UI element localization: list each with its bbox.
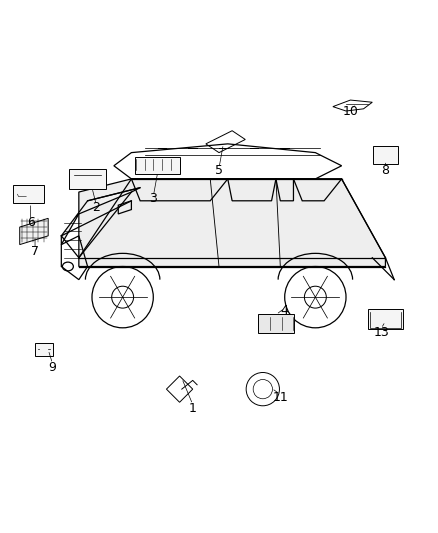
Polygon shape [61, 188, 140, 245]
Text: 3: 3 [149, 192, 157, 205]
Text: 10: 10 [343, 104, 358, 117]
FancyBboxPatch shape [13, 185, 44, 204]
Text: 7: 7 [31, 245, 39, 257]
FancyBboxPatch shape [368, 310, 403, 329]
Text: 6: 6 [27, 216, 35, 229]
FancyBboxPatch shape [135, 157, 180, 174]
Text: 11: 11 [272, 391, 288, 405]
Text: 9: 9 [49, 361, 57, 374]
Polygon shape [79, 179, 385, 266]
FancyBboxPatch shape [258, 314, 294, 333]
FancyBboxPatch shape [69, 169, 106, 189]
Text: 13: 13 [373, 326, 389, 338]
Text: 4: 4 [281, 304, 289, 317]
Text: 8: 8 [381, 164, 389, 176]
Text: 2: 2 [92, 201, 100, 214]
Polygon shape [20, 219, 48, 245]
FancyBboxPatch shape [372, 146, 399, 164]
Text: 5: 5 [215, 164, 223, 176]
Text: 1: 1 [189, 402, 197, 415]
FancyBboxPatch shape [35, 343, 53, 356]
